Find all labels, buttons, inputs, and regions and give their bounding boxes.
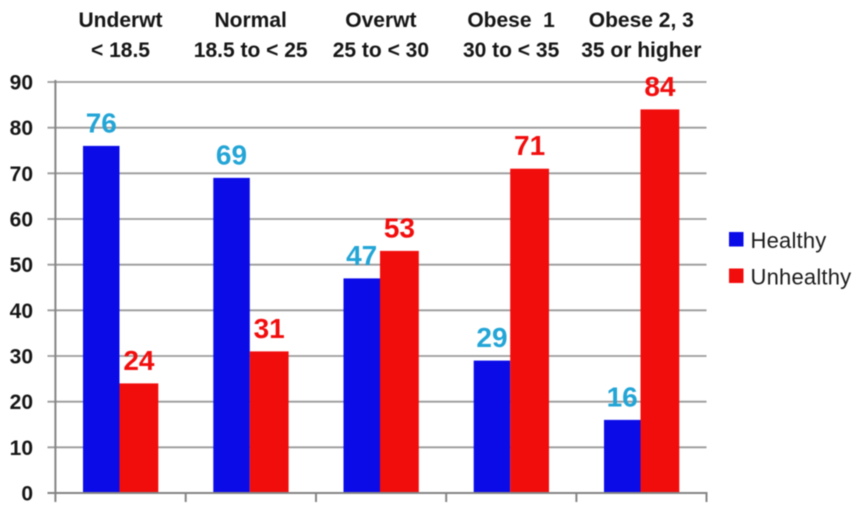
svg-text:30 to < 35: 30 to < 35 <box>463 39 560 62</box>
svg-text:0: 0 <box>21 483 33 506</box>
svg-text:53: 53 <box>384 212 415 243</box>
svg-text:40: 40 <box>10 300 33 323</box>
svg-text:90: 90 <box>10 72 33 95</box>
svg-text:Normal: Normal <box>215 9 287 32</box>
svg-text:30: 30 <box>10 346 33 369</box>
svg-text:< 18.5: < 18.5 <box>91 39 150 62</box>
svg-text:Overwt: Overwt <box>345 9 416 32</box>
svg-text:71: 71 <box>514 130 545 161</box>
svg-text:10: 10 <box>10 437 33 460</box>
svg-text:20: 20 <box>10 391 33 414</box>
svg-text:Obese 1: Obese 1 <box>467 9 555 32</box>
svg-text:Healthy: Healthy <box>751 228 827 253</box>
svg-text:50: 50 <box>10 254 33 277</box>
svg-text:Underwt: Underwt <box>79 9 163 32</box>
svg-text:31: 31 <box>254 313 285 344</box>
svg-text:76: 76 <box>86 107 117 138</box>
svg-text:47: 47 <box>346 240 377 271</box>
svg-text:18.5 to < 25: 18.5 to < 25 <box>194 39 308 62</box>
svg-text:24: 24 <box>123 345 155 376</box>
svg-text:70: 70 <box>10 163 33 186</box>
svg-text:Unhealthy: Unhealthy <box>751 265 852 290</box>
svg-text:69: 69 <box>216 139 247 170</box>
svg-text:Obese 2, 3: Obese 2, 3 <box>589 9 694 32</box>
svg-text:29: 29 <box>476 322 507 353</box>
svg-text:80: 80 <box>10 117 33 140</box>
svg-text:84: 84 <box>644 71 676 102</box>
svg-text:25 to < 30: 25 to < 30 <box>333 39 429 62</box>
svg-text:16: 16 <box>607 381 638 412</box>
svg-text:35 or higher: 35 or higher <box>581 39 701 62</box>
svg-text:60: 60 <box>10 209 33 232</box>
